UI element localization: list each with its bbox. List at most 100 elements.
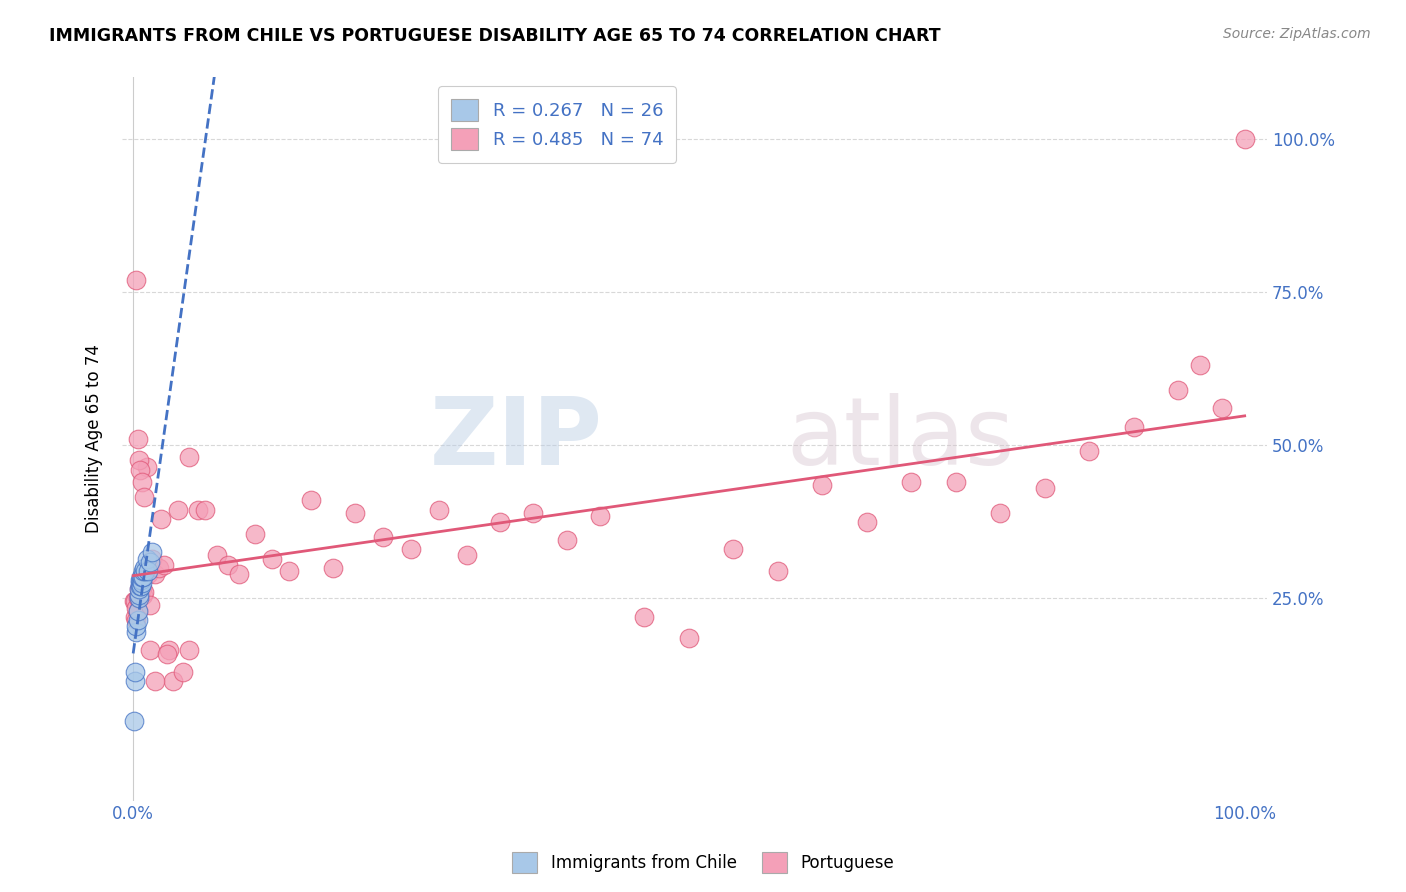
Point	[988, 506, 1011, 520]
Point	[128, 582, 150, 597]
Point	[155, 647, 177, 661]
Point	[855, 515, 877, 529]
Point	[128, 576, 150, 591]
Point	[1211, 401, 1233, 416]
Point	[277, 564, 299, 578]
Point	[1122, 419, 1144, 434]
Point	[322, 560, 344, 574]
Point	[299, 493, 322, 508]
Point	[153, 558, 176, 572]
Point	[125, 613, 148, 627]
Point	[125, 625, 148, 640]
Point	[131, 570, 153, 584]
Point	[134, 564, 156, 578]
Point	[245, 527, 267, 541]
Point	[129, 573, 152, 587]
Legend: Immigrants from Chile, Portuguese: Immigrants from Chile, Portuguese	[506, 846, 900, 880]
Point	[187, 502, 209, 516]
Point	[128, 591, 150, 606]
Point	[194, 502, 217, 516]
Point	[125, 619, 148, 633]
Point	[128, 588, 150, 602]
Point	[489, 515, 512, 529]
Point	[131, 582, 153, 597]
Point	[166, 502, 188, 516]
Point	[1189, 359, 1212, 373]
Point	[723, 542, 745, 557]
Y-axis label: Disability Age 65 to 74: Disability Age 65 to 74	[86, 344, 103, 533]
Point	[124, 714, 146, 728]
Point	[373, 530, 395, 544]
Point	[217, 558, 239, 572]
Point	[945, 475, 967, 489]
Point	[131, 475, 153, 489]
Point	[134, 560, 156, 574]
Point	[128, 463, 150, 477]
Text: Source: ZipAtlas.com: Source: ZipAtlas.com	[1223, 27, 1371, 41]
Point	[125, 600, 148, 615]
Point	[128, 582, 150, 597]
Point	[139, 643, 162, 657]
Point	[399, 542, 422, 557]
Point	[157, 643, 180, 657]
Legend: R = 0.267   N = 26, R = 0.485   N = 74: R = 0.267 N = 26, R = 0.485 N = 74	[439, 87, 676, 163]
Point	[127, 604, 149, 618]
Point	[900, 475, 922, 489]
Text: IMMIGRANTS FROM CHILE VS PORTUGUESE DISABILITY AGE 65 TO 74 CORRELATION CHART: IMMIGRANTS FROM CHILE VS PORTUGUESE DISA…	[49, 27, 941, 45]
Point	[145, 674, 167, 689]
Point	[344, 506, 367, 520]
Point	[128, 453, 150, 467]
Point	[132, 564, 155, 578]
Point	[205, 549, 228, 563]
Point	[1167, 383, 1189, 397]
Point	[177, 450, 200, 465]
Point	[162, 674, 184, 689]
Point	[131, 576, 153, 591]
Text: ZIP: ZIP	[430, 393, 603, 485]
Point	[128, 582, 150, 597]
Point	[135, 459, 157, 474]
Point	[132, 570, 155, 584]
Point	[1033, 481, 1056, 495]
Point	[141, 551, 163, 566]
Point	[129, 579, 152, 593]
Point	[1078, 444, 1101, 458]
Point	[134, 585, 156, 599]
Point	[129, 570, 152, 584]
Point	[633, 609, 655, 624]
Point	[228, 566, 250, 581]
Point	[172, 665, 194, 679]
Point	[128, 588, 150, 602]
Point	[129, 579, 152, 593]
Point	[128, 573, 150, 587]
Point	[127, 591, 149, 606]
Text: atlas: atlas	[786, 393, 1014, 485]
Point	[128, 579, 150, 593]
Point	[145, 566, 167, 581]
Point	[149, 512, 172, 526]
Point	[766, 564, 789, 578]
Point	[555, 533, 578, 548]
Point	[589, 508, 612, 523]
Point	[125, 273, 148, 287]
Point	[1233, 132, 1256, 146]
Point	[427, 502, 450, 516]
Point	[136, 564, 159, 578]
Point	[811, 478, 834, 492]
Point	[124, 594, 146, 608]
Point	[177, 643, 200, 657]
Point	[124, 594, 146, 608]
Point	[136, 566, 159, 581]
Point	[139, 598, 162, 612]
Point	[148, 560, 170, 574]
Point	[124, 665, 146, 679]
Point	[141, 545, 163, 559]
Point	[124, 609, 146, 624]
Point	[127, 604, 149, 618]
Point	[132, 588, 155, 602]
Point	[124, 674, 146, 689]
Point	[129, 582, 152, 597]
Point	[678, 631, 700, 645]
Point	[139, 555, 162, 569]
Point	[135, 551, 157, 566]
